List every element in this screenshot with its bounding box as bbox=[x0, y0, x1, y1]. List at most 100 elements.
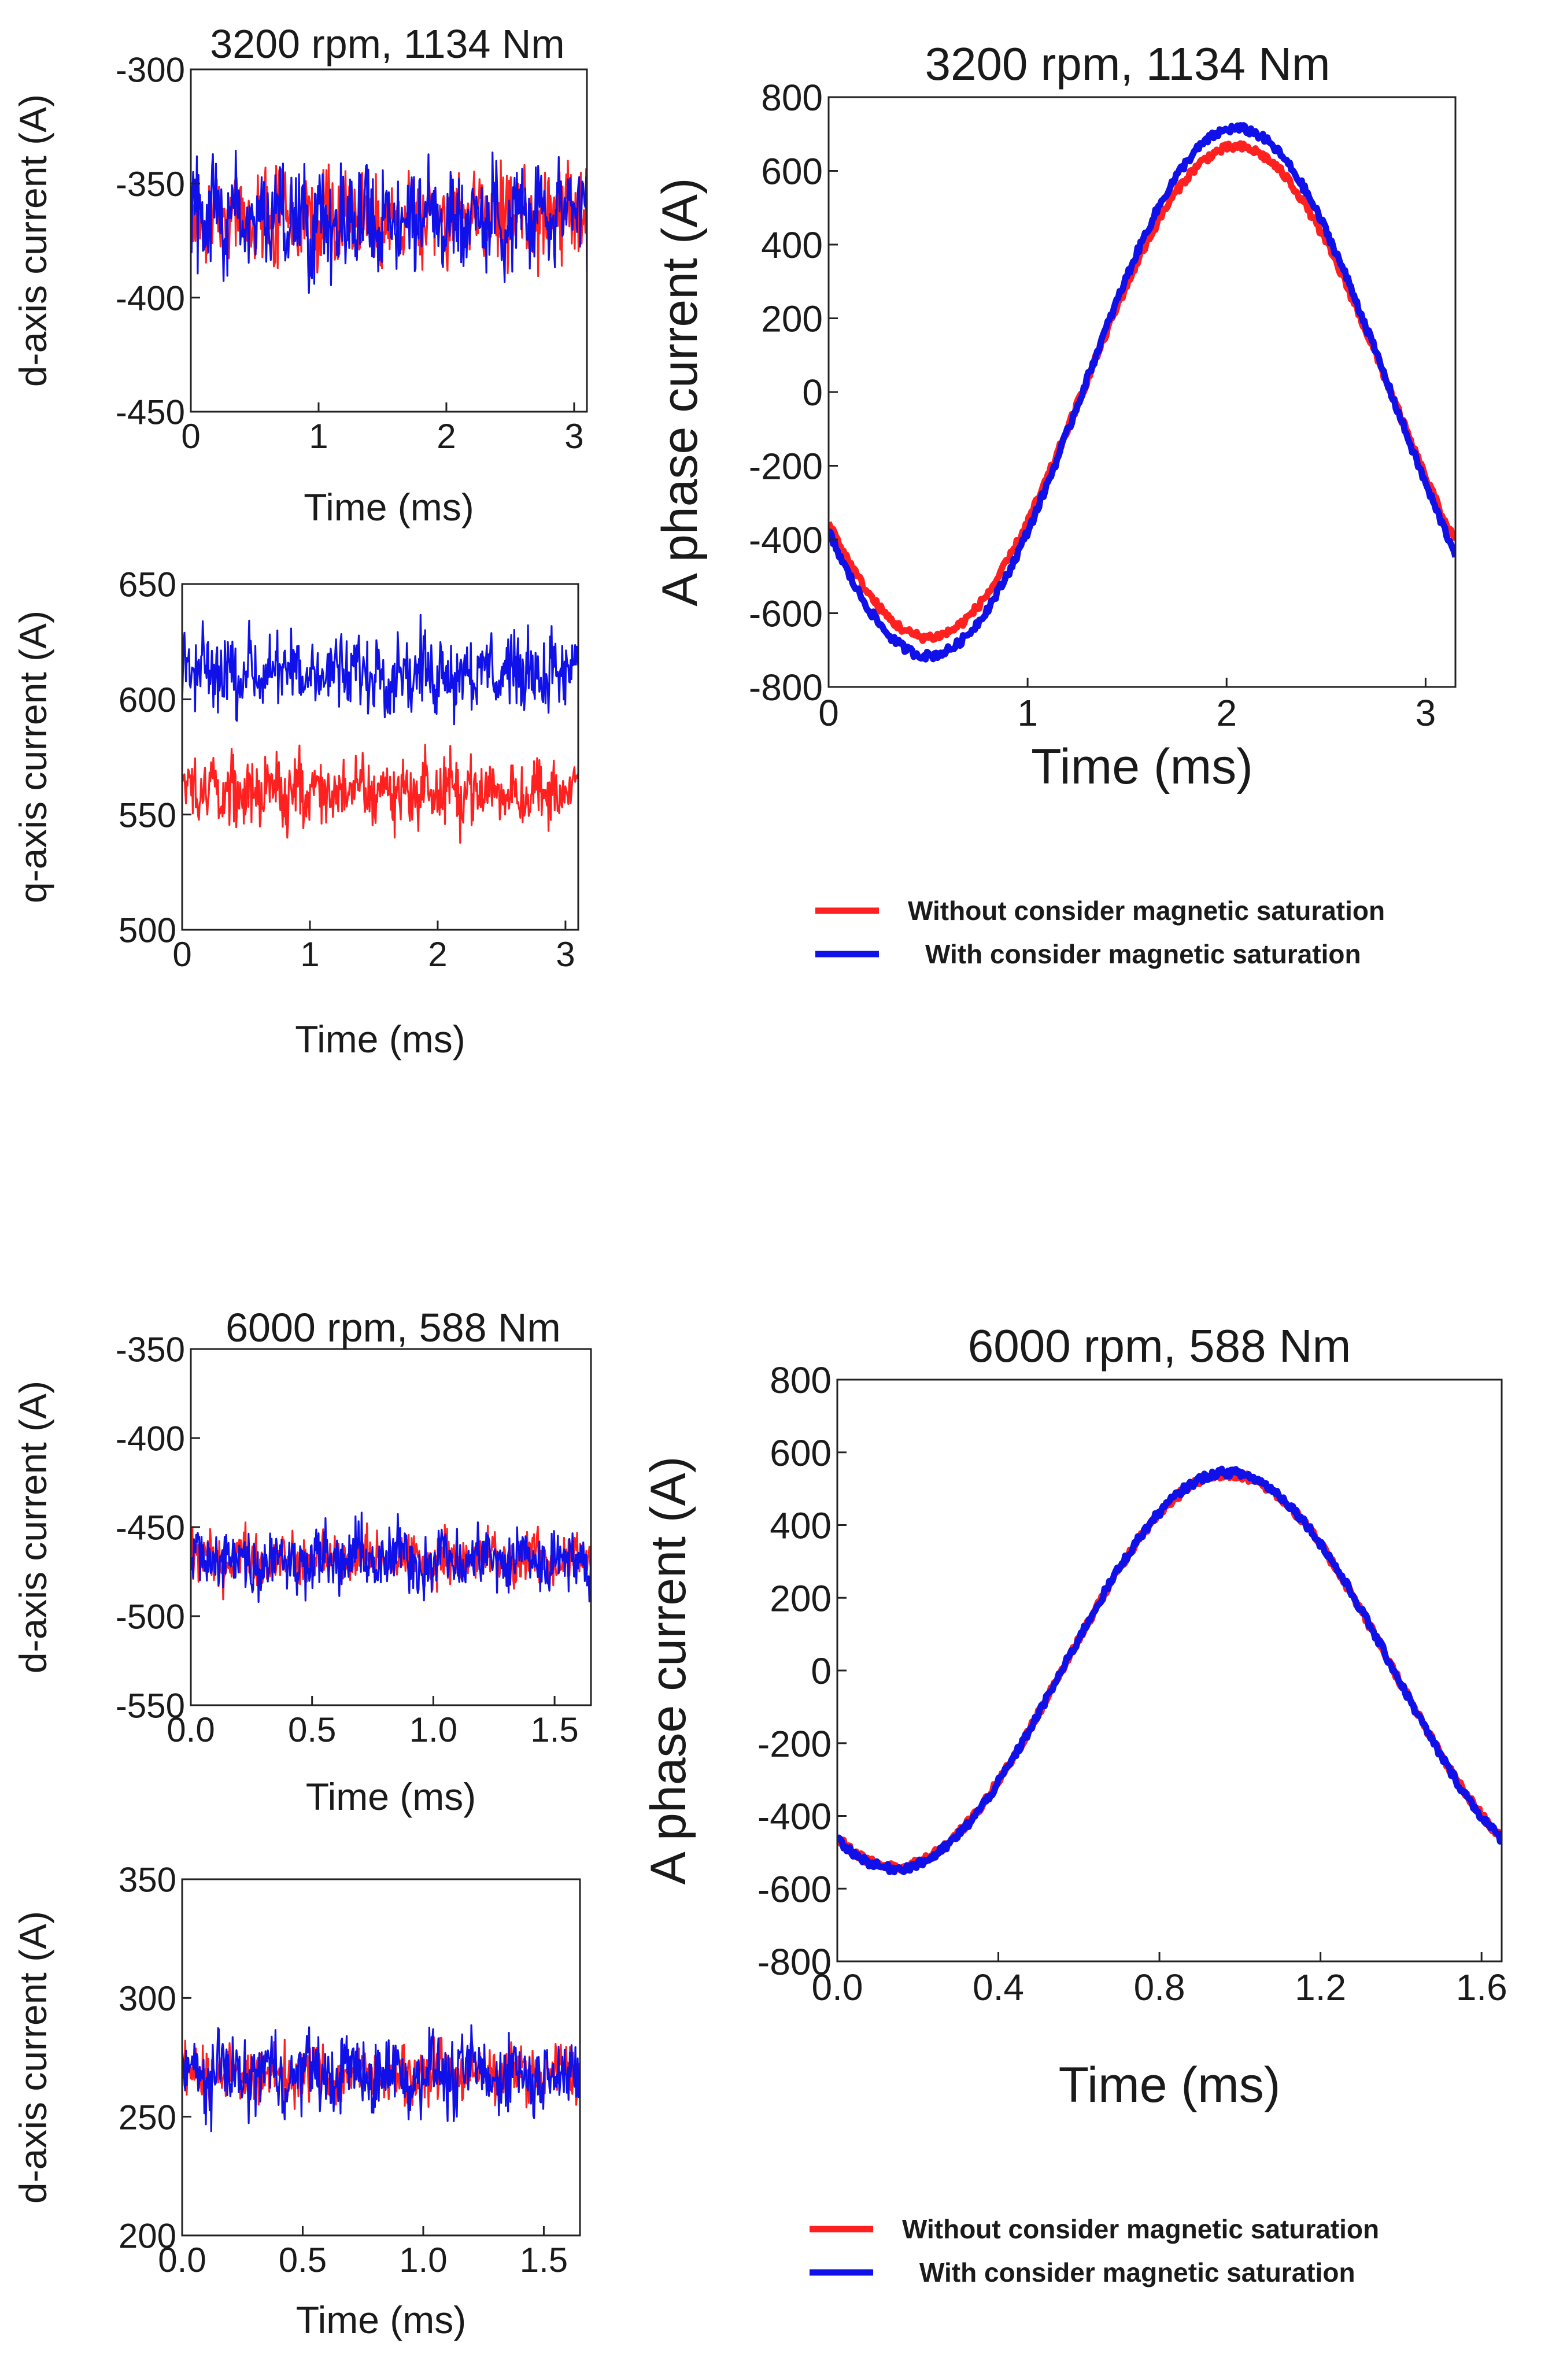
y-tick-label: -550 bbox=[116, 1687, 185, 1725]
x-tick-label: 3 bbox=[564, 417, 583, 456]
x-tick-label: 0.5 bbox=[288, 1710, 336, 1749]
y-tick-label: -400 bbox=[116, 1420, 185, 1458]
x-tick-label: 2 bbox=[437, 417, 456, 456]
x-tick-label: 1.5 bbox=[530, 1710, 578, 1749]
x-tick-label: 1 bbox=[1017, 692, 1038, 734]
plot-area bbox=[191, 150, 587, 294]
x-tick-label: 1.6 bbox=[1456, 1967, 1507, 2008]
series-blue bbox=[182, 2024, 580, 2133]
y-tick-label: -200 bbox=[757, 1723, 832, 1765]
y-axis-label: q-axis current (A) bbox=[12, 611, 54, 903]
x-tick-label: 1 bbox=[300, 935, 319, 974]
x-tick-label: 0.5 bbox=[279, 2241, 327, 2279]
y-tick-label: -400 bbox=[749, 519, 823, 561]
x-axis-label: Time (ms) bbox=[306, 1775, 476, 1818]
chart-title: 6000 rpm, 588 Nm bbox=[226, 1305, 561, 1350]
y-tick-label: -400 bbox=[757, 1796, 832, 1838]
legend: Without consider magnetic saturation With… bbox=[815, 896, 1385, 969]
y-tick-label: 0 bbox=[802, 372, 823, 413]
y-tick-label: 350 bbox=[119, 1861, 176, 1899]
y-tick-label: -300 bbox=[116, 51, 185, 90]
series-blue bbox=[191, 1511, 591, 1603]
plot-frame bbox=[181, 1878, 581, 2237]
legend-label: Without consider magnetic saturation bbox=[908, 896, 1385, 926]
plot-area bbox=[191, 1511, 591, 1603]
x-tick-label: 1.0 bbox=[409, 1710, 457, 1749]
x-tick-label: 1.0 bbox=[399, 2241, 447, 2279]
y-tick-label: -350 bbox=[116, 165, 185, 204]
y-tick-label: 600 bbox=[761, 151, 823, 193]
legend-label: With consider magnetic saturation bbox=[919, 2257, 1355, 2287]
y-tick-label: 400 bbox=[770, 1505, 832, 1547]
x-tick-label: 1.2 bbox=[1295, 1967, 1346, 2008]
y-tick-label: -400 bbox=[116, 279, 185, 317]
legend-label: With consider magnetic saturation bbox=[925, 939, 1361, 969]
x-tick-label: 1.5 bbox=[520, 2241, 568, 2279]
y-tick-label: 600 bbox=[119, 681, 176, 719]
y-tick-label: -600 bbox=[749, 593, 823, 635]
plot-area bbox=[829, 122, 1455, 663]
plot-area bbox=[182, 2024, 580, 2133]
legend: Without consider magnetic saturation With… bbox=[810, 2214, 1379, 2287]
x-tick-label: 0 bbox=[172, 935, 191, 974]
x-tick-label: 0.0 bbox=[158, 2241, 206, 2279]
chart-title: 3200 rpm, 1134 Nm bbox=[210, 21, 564, 66]
series-blue bbox=[829, 122, 1455, 663]
series-blue bbox=[191, 150, 587, 294]
y-tick-label: 400 bbox=[761, 224, 823, 266]
y-axis-label: d-axis current (A) bbox=[12, 1381, 54, 1673]
series-red bbox=[182, 744, 578, 844]
y-tick-label: 250 bbox=[119, 2098, 176, 2137]
y-tick-label: 300 bbox=[119, 1979, 176, 2018]
y-tick-label: -450 bbox=[116, 1509, 185, 1547]
x-tick-label: 1 bbox=[309, 417, 328, 456]
y-axis-label: A phase current (A) bbox=[641, 1457, 696, 1885]
x-axis-label: Time (ms) bbox=[295, 1018, 465, 1060]
plot-area bbox=[837, 1465, 1502, 1876]
y-tick-label: -800 bbox=[749, 667, 823, 708]
y-axis-label: d-axis current (A) bbox=[12, 1911, 54, 2204]
x-axis-label: Time (ms) bbox=[304, 486, 474, 529]
y-tick-label: 550 bbox=[119, 796, 176, 834]
x-tick-label: 0.0 bbox=[167, 1710, 215, 1749]
x-tick-label: 0.8 bbox=[1134, 1967, 1185, 2008]
y-tick-label: 200 bbox=[761, 298, 823, 340]
plot-area bbox=[182, 614, 578, 844]
y-tick-label: -450 bbox=[116, 393, 185, 432]
x-tick-label: 3 bbox=[1416, 692, 1436, 734]
chart-title: 3200 rpm, 1134 Nm bbox=[925, 38, 1330, 90]
legends: Without consider magnetic saturation With… bbox=[810, 896, 1385, 2287]
y-tick-label: -200 bbox=[749, 446, 823, 487]
y-tick-label: -350 bbox=[116, 1331, 185, 1369]
x-tick-label: 0.0 bbox=[812, 1967, 863, 2008]
x-tick-label: 2 bbox=[1216, 692, 1237, 734]
y-tick-label: -500 bbox=[116, 1598, 185, 1636]
y-tick-label: 650 bbox=[119, 566, 176, 604]
series-blue bbox=[182, 614, 578, 726]
x-tick-label: 0.4 bbox=[973, 1967, 1024, 2008]
x-tick-label: 3 bbox=[556, 935, 575, 974]
x-axis-label: Time (ms) bbox=[296, 2298, 467, 2341]
y-tick-label: -600 bbox=[757, 1868, 832, 1910]
y-tick-label: 600 bbox=[770, 1432, 832, 1474]
y-tick-label: -800 bbox=[757, 1941, 832, 1983]
plot-frame bbox=[190, 68, 588, 413]
y-tick-label: 200 bbox=[770, 1577, 832, 1619]
series-blue bbox=[837, 1465, 1502, 1876]
x-tick-label: 0 bbox=[818, 692, 839, 734]
y-tick-label: 200 bbox=[119, 2217, 176, 2256]
legend-label: Without consider magnetic saturation bbox=[902, 2214, 1379, 2244]
y-axis-label: A phase current (A) bbox=[652, 178, 708, 607]
y-tick-label: 800 bbox=[761, 77, 823, 119]
charts: -300 -350 -400 -450 0 1 2 3 Time (ms) d-axis curr… bbox=[12, 21, 1507, 2341]
x-axis-label: Time (ms) bbox=[1031, 739, 1253, 794]
plot-frame bbox=[181, 583, 579, 931]
